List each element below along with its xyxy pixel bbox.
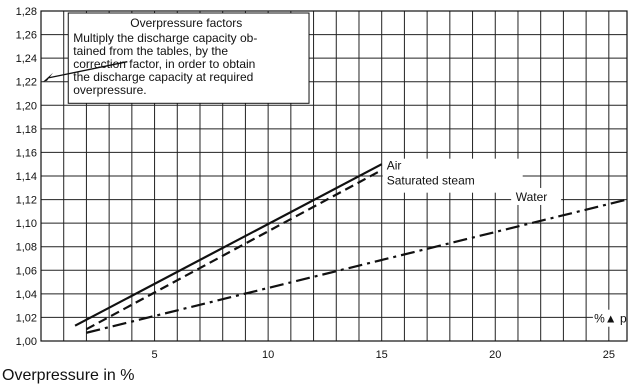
note-title: Overpressure factors — [130, 16, 242, 30]
y-tick-label: 1,12 — [16, 195, 37, 207]
y-tick-label: 1,22 — [16, 77, 37, 89]
note-line: correction factor, in order to obtain — [73, 57, 255, 71]
y-tick-labels: 1,00 1,02 1,04 1,06 1,08 1,10 1,12 1,14 1,16 1,18… — [16, 6, 37, 348]
chart-series — [74, 163, 628, 334]
plot-frame — [40, 10, 628, 342]
note-arrow-head — [43, 72, 53, 82]
y-tick-label: 1,06 — [16, 265, 37, 277]
y-tick-label: 1,04 — [16, 289, 37, 301]
delta-p-label-box — [592, 309, 629, 327]
y-tick-label: 1,18 — [16, 124, 37, 136]
y-tick-label: 1,28 — [16, 6, 37, 18]
y-tick-label: 1,14 — [16, 171, 37, 183]
x-tick-labels: 5 10 15 20 25 — [152, 349, 615, 361]
x-tick-label: 10 — [262, 349, 274, 361]
note-line: tained from the tables, by the — [73, 44, 228, 58]
note-line: the discharge capacity at required — [73, 70, 253, 84]
series-label-water: Water — [516, 190, 548, 204]
series-label-air: Air — [387, 159, 402, 173]
x-tick-label: 5 — [152, 349, 158, 361]
series-line-saturated-steam — [85, 169, 383, 331]
x-tick-label: 25 — [603, 349, 615, 361]
note-line: overpressure. — [73, 83, 146, 97]
y-tick-label: 1,10 — [16, 218, 37, 230]
y-tick-label: 1,08 — [16, 242, 37, 254]
series-line-water — [86, 198, 628, 334]
delta-p-label: %▲ p — [594, 312, 627, 326]
y-tick-label: 1,24 — [16, 53, 37, 65]
y-tick-label: 1,02 — [16, 312, 37, 324]
y-tick-label: 1,00 — [16, 336, 37, 348]
series-label-box — [382, 158, 523, 193]
note-line: Multiply the discharge capacity ob- — [73, 31, 257, 45]
series-line-air — [74, 163, 383, 327]
x-tick-label: 20 — [489, 349, 501, 361]
series-label-saturated-steam: Saturated steam — [387, 174, 475, 188]
x-axis-label: Overpressure in % — [2, 367, 135, 384]
note-arrow-line — [48, 61, 128, 79]
x-tick-label: 15 — [376, 349, 388, 361]
y-tick-label: 1,20 — [16, 100, 37, 112]
note-box — [67, 12, 310, 104]
series-label-box — [511, 187, 562, 205]
y-tick-label: 1,26 — [16, 30, 37, 42]
y-tick-label: 1,16 — [16, 147, 37, 159]
